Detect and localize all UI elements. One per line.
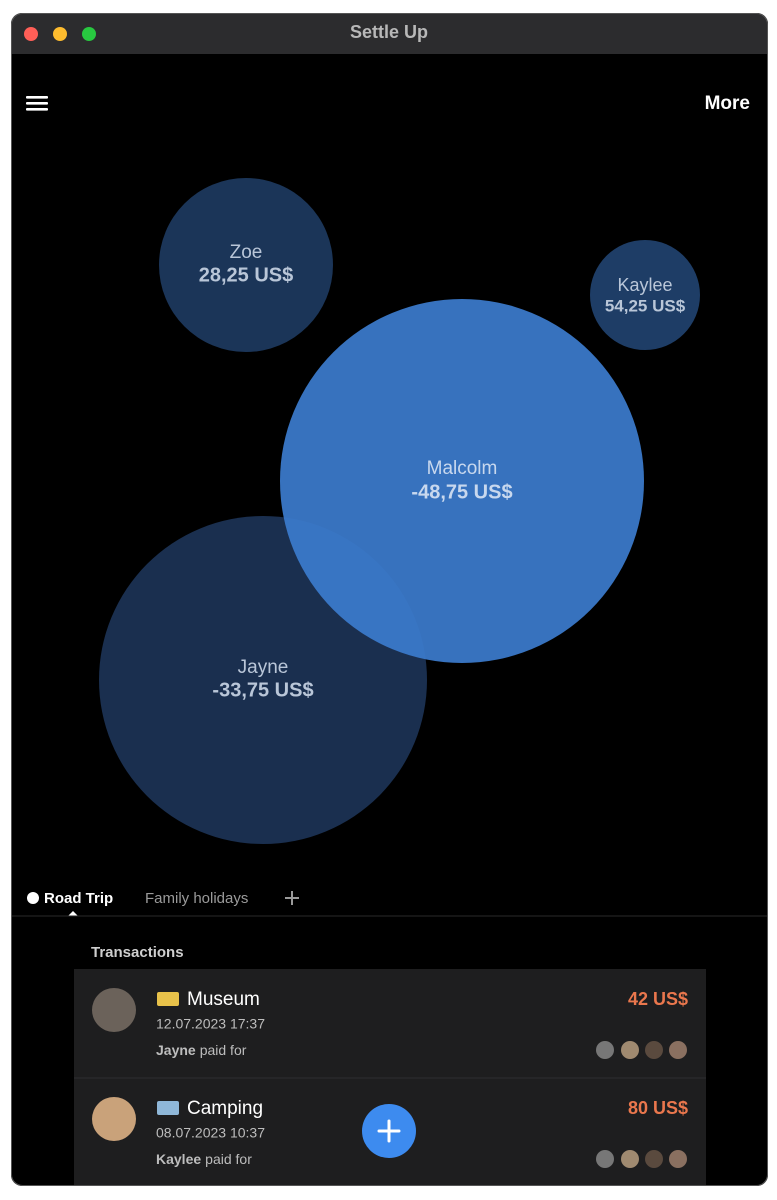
participants [596,1041,687,1059]
section-title: Transactions [91,944,184,961]
transaction-payer: Jayne paid for [156,1042,247,1058]
paid-for: paid for [200,1042,247,1058]
bubble-amount: -33,75 US$ [212,679,313,701]
transaction-row[interactable]: Camping 08.07.2023 10:37 Kaylee paid for … [92,1097,688,1168]
more-button[interactable]: More [705,93,750,114]
window-border [11,13,768,1186]
tab-indicator [68,911,78,916]
bubble-name: Kaylee [617,275,672,295]
bubble-name: Zoe [230,242,263,263]
bubble[interactable] [280,299,644,663]
bubble-amount: -48,75 US$ [411,481,512,503]
tab[interactable]: Family holidays [145,890,248,907]
window-title: Settle Up [350,22,428,42]
payer: Kaylee [156,1151,201,1167]
transaction-title: Museum [187,989,260,1010]
transaction-amount: 42 US$ [628,989,688,1009]
avatar [92,1097,136,1141]
zoom-button[interactable] [82,27,96,41]
transaction-date: 12.07.2023 17:37 [156,1016,265,1032]
menu-button[interactable] [26,96,48,111]
participants [596,1150,687,1168]
icon [157,1101,179,1115]
bubble[interactable] [159,178,333,352]
paid-for: paid for [205,1151,252,1167]
bubble-name: Malcolm [427,458,498,479]
transaction-title: Camping [187,1098,263,1119]
close-button[interactable] [24,27,38,41]
title-bar [11,13,768,54]
bubble-amount: 54,25 US$ [605,296,686,315]
transaction-payer: Kaylee paid for [156,1151,252,1167]
add-transaction-button[interactable] [362,1104,416,1158]
tab[interactable]: Road Trip [44,890,113,907]
tab-icon [27,892,39,904]
transaction-amount: 80 US$ [628,1098,688,1118]
transaction-row[interactable]: Museum 12.07.2023 17:37 Jayne paid for 42… [92,988,688,1059]
payer: Jayne [156,1042,196,1058]
bubble-amount: 28,25 US$ [199,264,294,286]
transaction-date: 08.07.2023 10:37 [156,1125,265,1141]
minimize-button[interactable] [53,27,67,41]
bubble[interactable] [590,240,700,350]
add-tab-button[interactable] [285,891,299,905]
icon [157,992,179,1006]
avatar [92,988,136,1032]
bubble-name: Jayne [238,657,289,678]
